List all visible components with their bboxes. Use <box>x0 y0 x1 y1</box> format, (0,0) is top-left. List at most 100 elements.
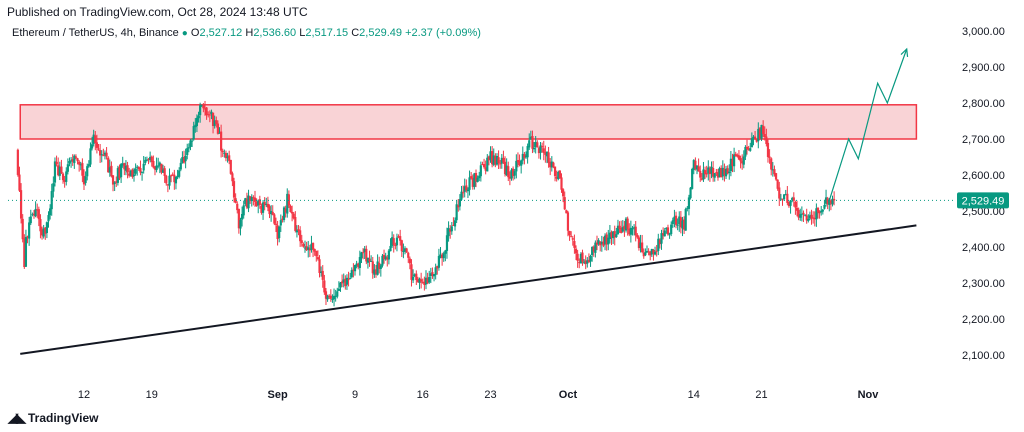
candle-body <box>166 184 169 186</box>
candle-body <box>40 229 44 236</box>
candle-body <box>284 208 287 213</box>
candle-body <box>473 173 476 187</box>
candle-body <box>90 144 94 149</box>
candle-body <box>692 160 695 171</box>
candle-body <box>632 227 636 229</box>
candle-body <box>253 197 257 202</box>
candle-body <box>19 190 23 219</box>
candle-body <box>481 164 484 166</box>
candle-body <box>115 181 118 183</box>
candle-body <box>445 235 449 251</box>
candle-body <box>69 160 73 162</box>
candle-body <box>591 247 594 256</box>
candle-body <box>720 168 723 178</box>
candle-body <box>774 173 778 180</box>
tradingview-brand[interactable]: ◢◣ TradingView <box>8 410 98 426</box>
candle-body <box>184 156 187 162</box>
candle-body <box>213 120 216 126</box>
candle-body <box>487 156 491 161</box>
candle-body <box>249 196 252 201</box>
candle-body <box>60 166 63 174</box>
candle-body <box>702 169 705 180</box>
candle-body <box>423 281 426 285</box>
candle-body <box>507 166 510 178</box>
candle-body <box>137 167 140 170</box>
price-tick-label: 2,500.00 <box>962 206 1005 218</box>
candle-body <box>753 136 757 139</box>
brand-label: TradingView <box>28 411 99 425</box>
candle-body <box>403 248 407 252</box>
candle-body <box>497 157 500 164</box>
candle-body <box>357 263 360 268</box>
candle-body <box>799 214 802 218</box>
candle-body <box>516 160 520 163</box>
candle-body <box>615 234 618 238</box>
candle-body <box>503 161 507 175</box>
candle-body <box>429 273 432 277</box>
candle-body <box>118 166 121 179</box>
candle-body <box>307 247 310 250</box>
candle-body <box>783 194 786 200</box>
candle-body <box>713 173 716 178</box>
candle-body <box>218 132 221 134</box>
candle-body <box>344 278 347 287</box>
candle-body <box>795 207 799 211</box>
candle-body <box>413 274 416 277</box>
candle-body <box>662 233 665 236</box>
candle-body <box>418 278 421 283</box>
projection-path <box>828 48 908 201</box>
candle-body <box>686 207 689 209</box>
candle-body <box>547 152 550 163</box>
candle-body <box>155 165 158 171</box>
candle-body <box>637 237 641 249</box>
candle-body <box>608 232 611 240</box>
candle-body <box>415 273 418 281</box>
candle-body <box>189 140 192 147</box>
candle-body <box>532 147 536 150</box>
candle-body <box>470 176 473 179</box>
candle-body <box>452 224 455 226</box>
candle-body <box>237 208 240 229</box>
candle-body <box>142 163 145 171</box>
candle-body <box>152 160 155 168</box>
candle-body <box>123 163 126 170</box>
candle-body <box>636 234 639 238</box>
price-axis[interactable]: 3,000.00 2,900.00 2,800.00 2,700.00 2,600.00… <box>957 26 1009 362</box>
candle-body <box>410 264 413 280</box>
candle-body <box>305 246 308 251</box>
candle-body <box>458 199 461 207</box>
candle-body <box>334 295 337 297</box>
candle-body <box>103 152 107 155</box>
candle-body <box>336 291 339 297</box>
candle-body <box>731 159 734 166</box>
candle-body <box>541 146 544 148</box>
candle-body <box>229 159 232 174</box>
candle-body <box>771 169 774 171</box>
candle-body <box>778 187 781 199</box>
candle-body <box>392 238 395 245</box>
candle-body <box>755 138 758 142</box>
candle-body <box>831 198 834 205</box>
candle-body <box>563 197 566 210</box>
time-tick-label: 14 <box>688 389 700 401</box>
time-axis[interactable]: 12 19 Sep 9 16 23 Oct 14 21 Nov <box>78 389 879 401</box>
candle-body <box>110 165 113 177</box>
candle-body <box>779 198 782 200</box>
candle-body <box>545 151 549 157</box>
candle-body <box>342 279 345 283</box>
time-tick-label: Nov <box>858 389 880 401</box>
candle-body <box>428 277 431 283</box>
candle-body <box>271 211 274 215</box>
candle-body <box>749 148 752 151</box>
candle-body <box>695 165 699 170</box>
symbol-title[interactable]: Ethereum / TetherUS, 4h, Binance <box>12 27 179 39</box>
candle-body <box>295 230 299 233</box>
candle-body <box>813 217 816 220</box>
candle-body <box>649 251 652 256</box>
candle-body <box>421 281 424 283</box>
candle-body <box>365 248 368 262</box>
candle-body <box>539 145 542 153</box>
candle-body <box>502 157 505 163</box>
candle-body <box>766 142 770 157</box>
